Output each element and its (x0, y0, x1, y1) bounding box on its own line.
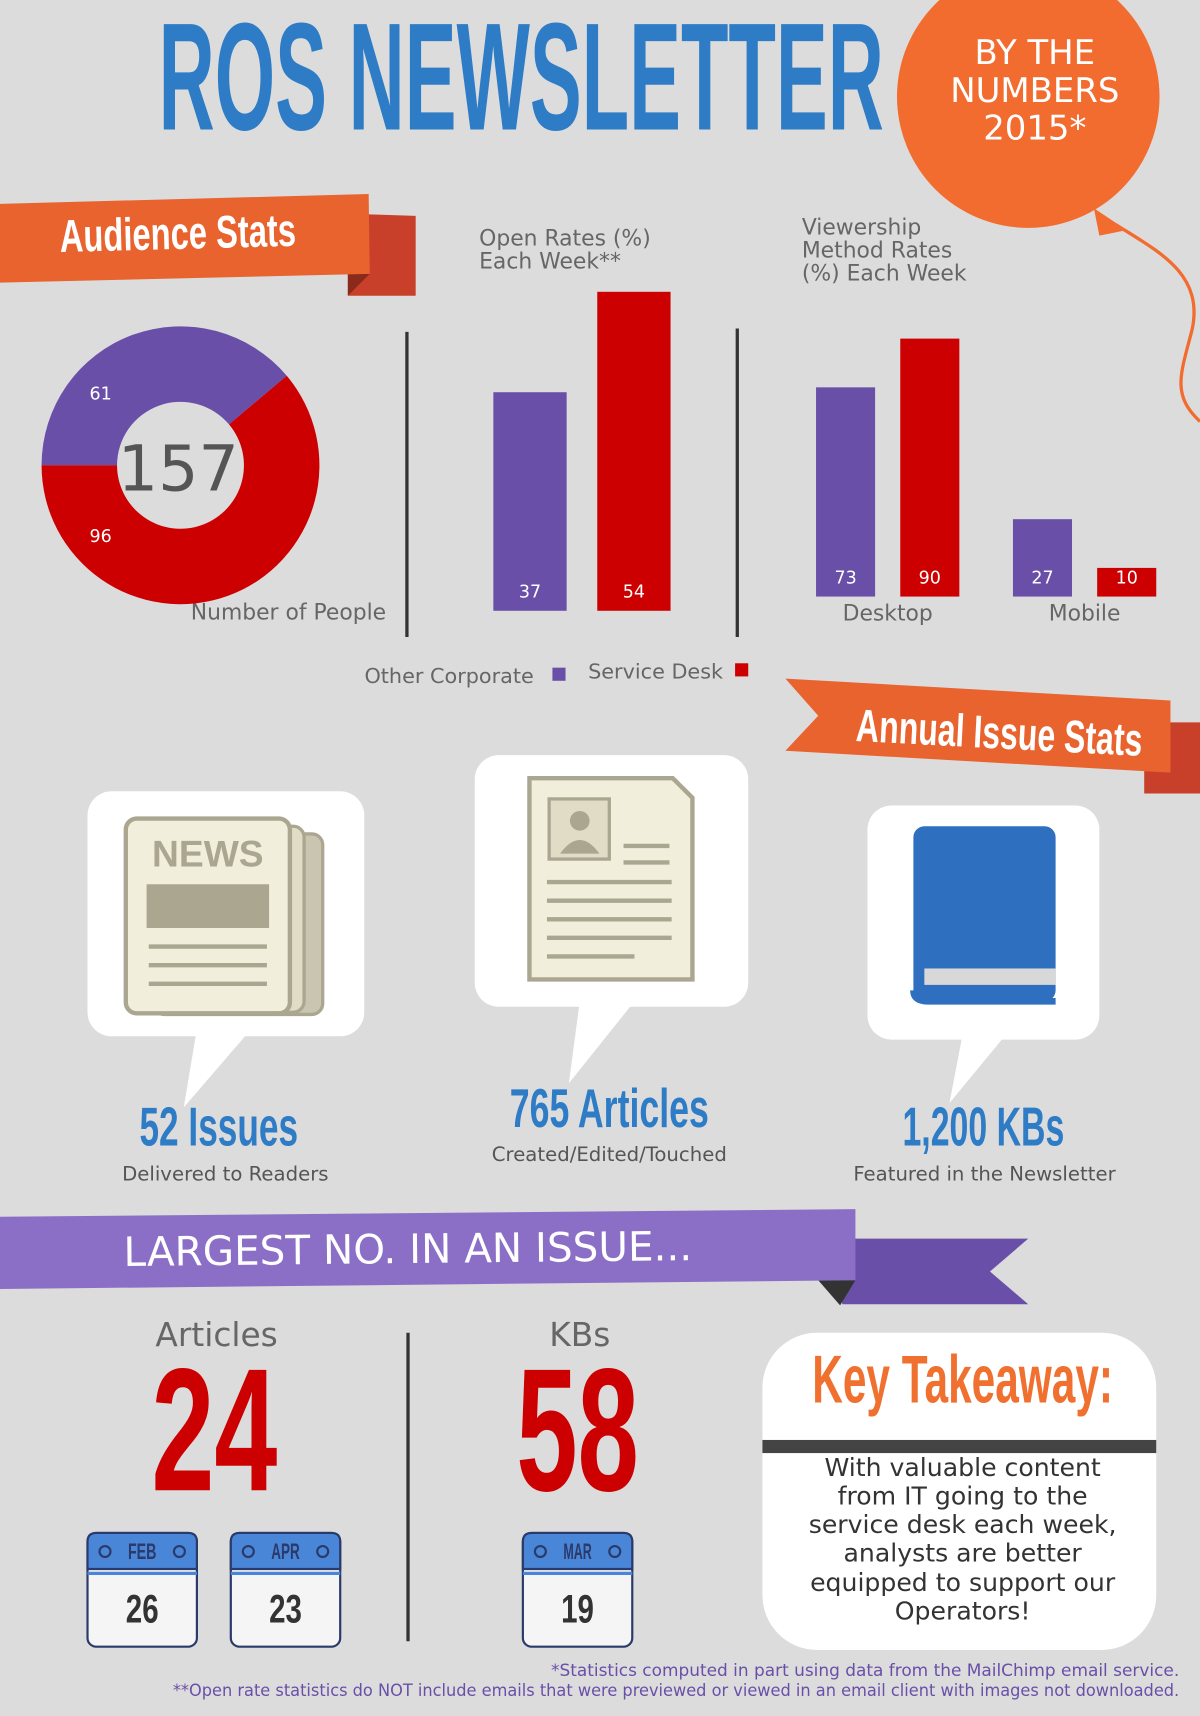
data-label: 61 (89, 385, 111, 405)
stat-value: 765 Articles (510, 1077, 709, 1139)
badge-line: 2015* (983, 108, 1086, 147)
section-title: LARGEST NO. IN AN ISSUE... (123, 1222, 692, 1276)
svg-text:NEWS: NEWS (152, 833, 264, 875)
stat-values: 52 Issues 765 Articles 1,200 KBs (139, 1077, 1064, 1158)
calendar-month: APR (271, 1539, 300, 1564)
calendar-day: 23 (269, 1588, 302, 1632)
data-label: 96 (89, 527, 111, 547)
takeaway-line: equipped to support our (810, 1568, 1116, 1597)
calendar-ring (172, 1544, 186, 1559)
donut-slice (41, 326, 287, 466)
x-tick-label: Desktop (843, 602, 933, 627)
largest-value: 24 (152, 1333, 278, 1528)
balloon-knot (1093, 208, 1127, 236)
card-tail (183, 1028, 252, 1108)
section-title: Audience Stats (59, 204, 297, 262)
stat-caption: Created/Edited/Touched (492, 1143, 727, 1166)
largest-label: KBs (549, 1316, 610, 1354)
card-tail (568, 1001, 635, 1084)
stat-value: 1,200 KBs (902, 1096, 1064, 1158)
data-label: 54 (623, 583, 645, 603)
book-icon (910, 826, 1056, 1005)
ribbon (785, 678, 1171, 773)
takeaway-box (762, 1332, 1157, 1650)
footnote: **Open rate statistics do NOT include em… (173, 1680, 1179, 1700)
data-label: 10 (1116, 568, 1138, 588)
balloon (897, 0, 1160, 228)
charts: 61 96 37 54 73 27 90 10 Desktop Mobile Other Corpo… (41, 291, 1157, 688)
takeaway-text: With valuable content from IT going to t… (809, 1453, 1117, 1625)
badge-line: BY THE (975, 33, 1096, 72)
bar (1012, 519, 1073, 597)
bar (493, 392, 567, 611)
banner-tail (831, 1238, 1029, 1305)
footnote: *Statistics computed in part using data … (551, 1660, 1179, 1680)
ribbon-fold-shadow (347, 273, 370, 296)
chart-title: Open Rates (%) (479, 226, 651, 251)
calendar-ring (316, 1544, 330, 1559)
stat-caption: Featured in the Newsletter (853, 1163, 1116, 1186)
largest-value: 58 (516, 1333, 639, 1528)
stat-caption: Delivered to Readers (122, 1163, 328, 1186)
donut-total: 157 (118, 431, 239, 505)
document-icon (527, 775, 695, 982)
takeaway-line: service desk each week, (809, 1510, 1117, 1539)
calendar-top (86, 1531, 198, 1571)
largest-values: 24 58 (152, 1333, 639, 1528)
largest-labels: Articles KBs (155, 1316, 610, 1354)
x-tick-label: Mobile (1049, 602, 1121, 627)
badge: BY THE NUMBERS 2015* (950, 33, 1119, 147)
banner (0, 1209, 856, 1289)
takeaway-line: Operators! (895, 1596, 1031, 1625)
takeaway-line: from IT going to the (838, 1481, 1088, 1510)
stat-value: 52 Issues (139, 1096, 298, 1158)
data-label: 90 (919, 568, 941, 588)
legend-label: Service Desk (588, 660, 723, 684)
bar (816, 387, 876, 597)
calendar-ring (608, 1544, 622, 1559)
ribbon (0, 194, 370, 283)
chart-title: Method Rates (802, 238, 952, 263)
chart-title: Viewership (802, 215, 922, 240)
chart-title: (%) Each Week (802, 261, 967, 286)
bar (900, 338, 960, 597)
calendar-month: FEB (128, 1539, 156, 1564)
calendar-month: MAR (563, 1539, 592, 1564)
calendar-ring (533, 1544, 547, 1559)
chart-title: Each Week** (479, 249, 621, 274)
calendars: FEB 26 APR 23 MAR 19 (86, 1531, 634, 1648)
takeaway-line: analysts are better (844, 1538, 1083, 1567)
data-label: 27 (1031, 568, 1053, 588)
calendar-top (521, 1531, 634, 1571)
data-label: 73 (834, 568, 856, 588)
bar (597, 291, 671, 611)
takeaway-rule (762, 1439, 1157, 1454)
donut-slice (41, 375, 320, 605)
badge-line: NUMBERS (950, 71, 1119, 110)
takeaway-title: Key Takeaway: (812, 1343, 1113, 1418)
calendar-ring (98, 1544, 112, 1559)
legend-swatch (552, 667, 566, 681)
stat-captions: Delivered to Readers Created/Edited/Touc… (122, 1143, 1116, 1186)
largest-label: Articles (155, 1316, 277, 1354)
calendar-day: 19 (561, 1588, 594, 1632)
calendar-ring (241, 1544, 255, 1559)
calendar-day: 26 (126, 1588, 159, 1632)
banner-shadow (818, 1280, 856, 1306)
calendar-top (229, 1531, 342, 1571)
takeaway-line: With valuable content (824, 1453, 1100, 1482)
balloon-string (1114, 223, 1200, 423)
legend-swatch (735, 663, 749, 677)
legend-label: Other Corporate (364, 664, 533, 688)
newspaper-icon: NEWS (123, 816, 325, 1017)
footnotes: *Statistics computed in part using data … (173, 1660, 1179, 1700)
bar (1097, 567, 1157, 597)
data-label: 37 (519, 583, 541, 603)
title: ROS NEWSLETTER (159, 0, 884, 162)
chart-title: Number of People (191, 601, 386, 626)
card-tail (949, 1034, 1007, 1104)
